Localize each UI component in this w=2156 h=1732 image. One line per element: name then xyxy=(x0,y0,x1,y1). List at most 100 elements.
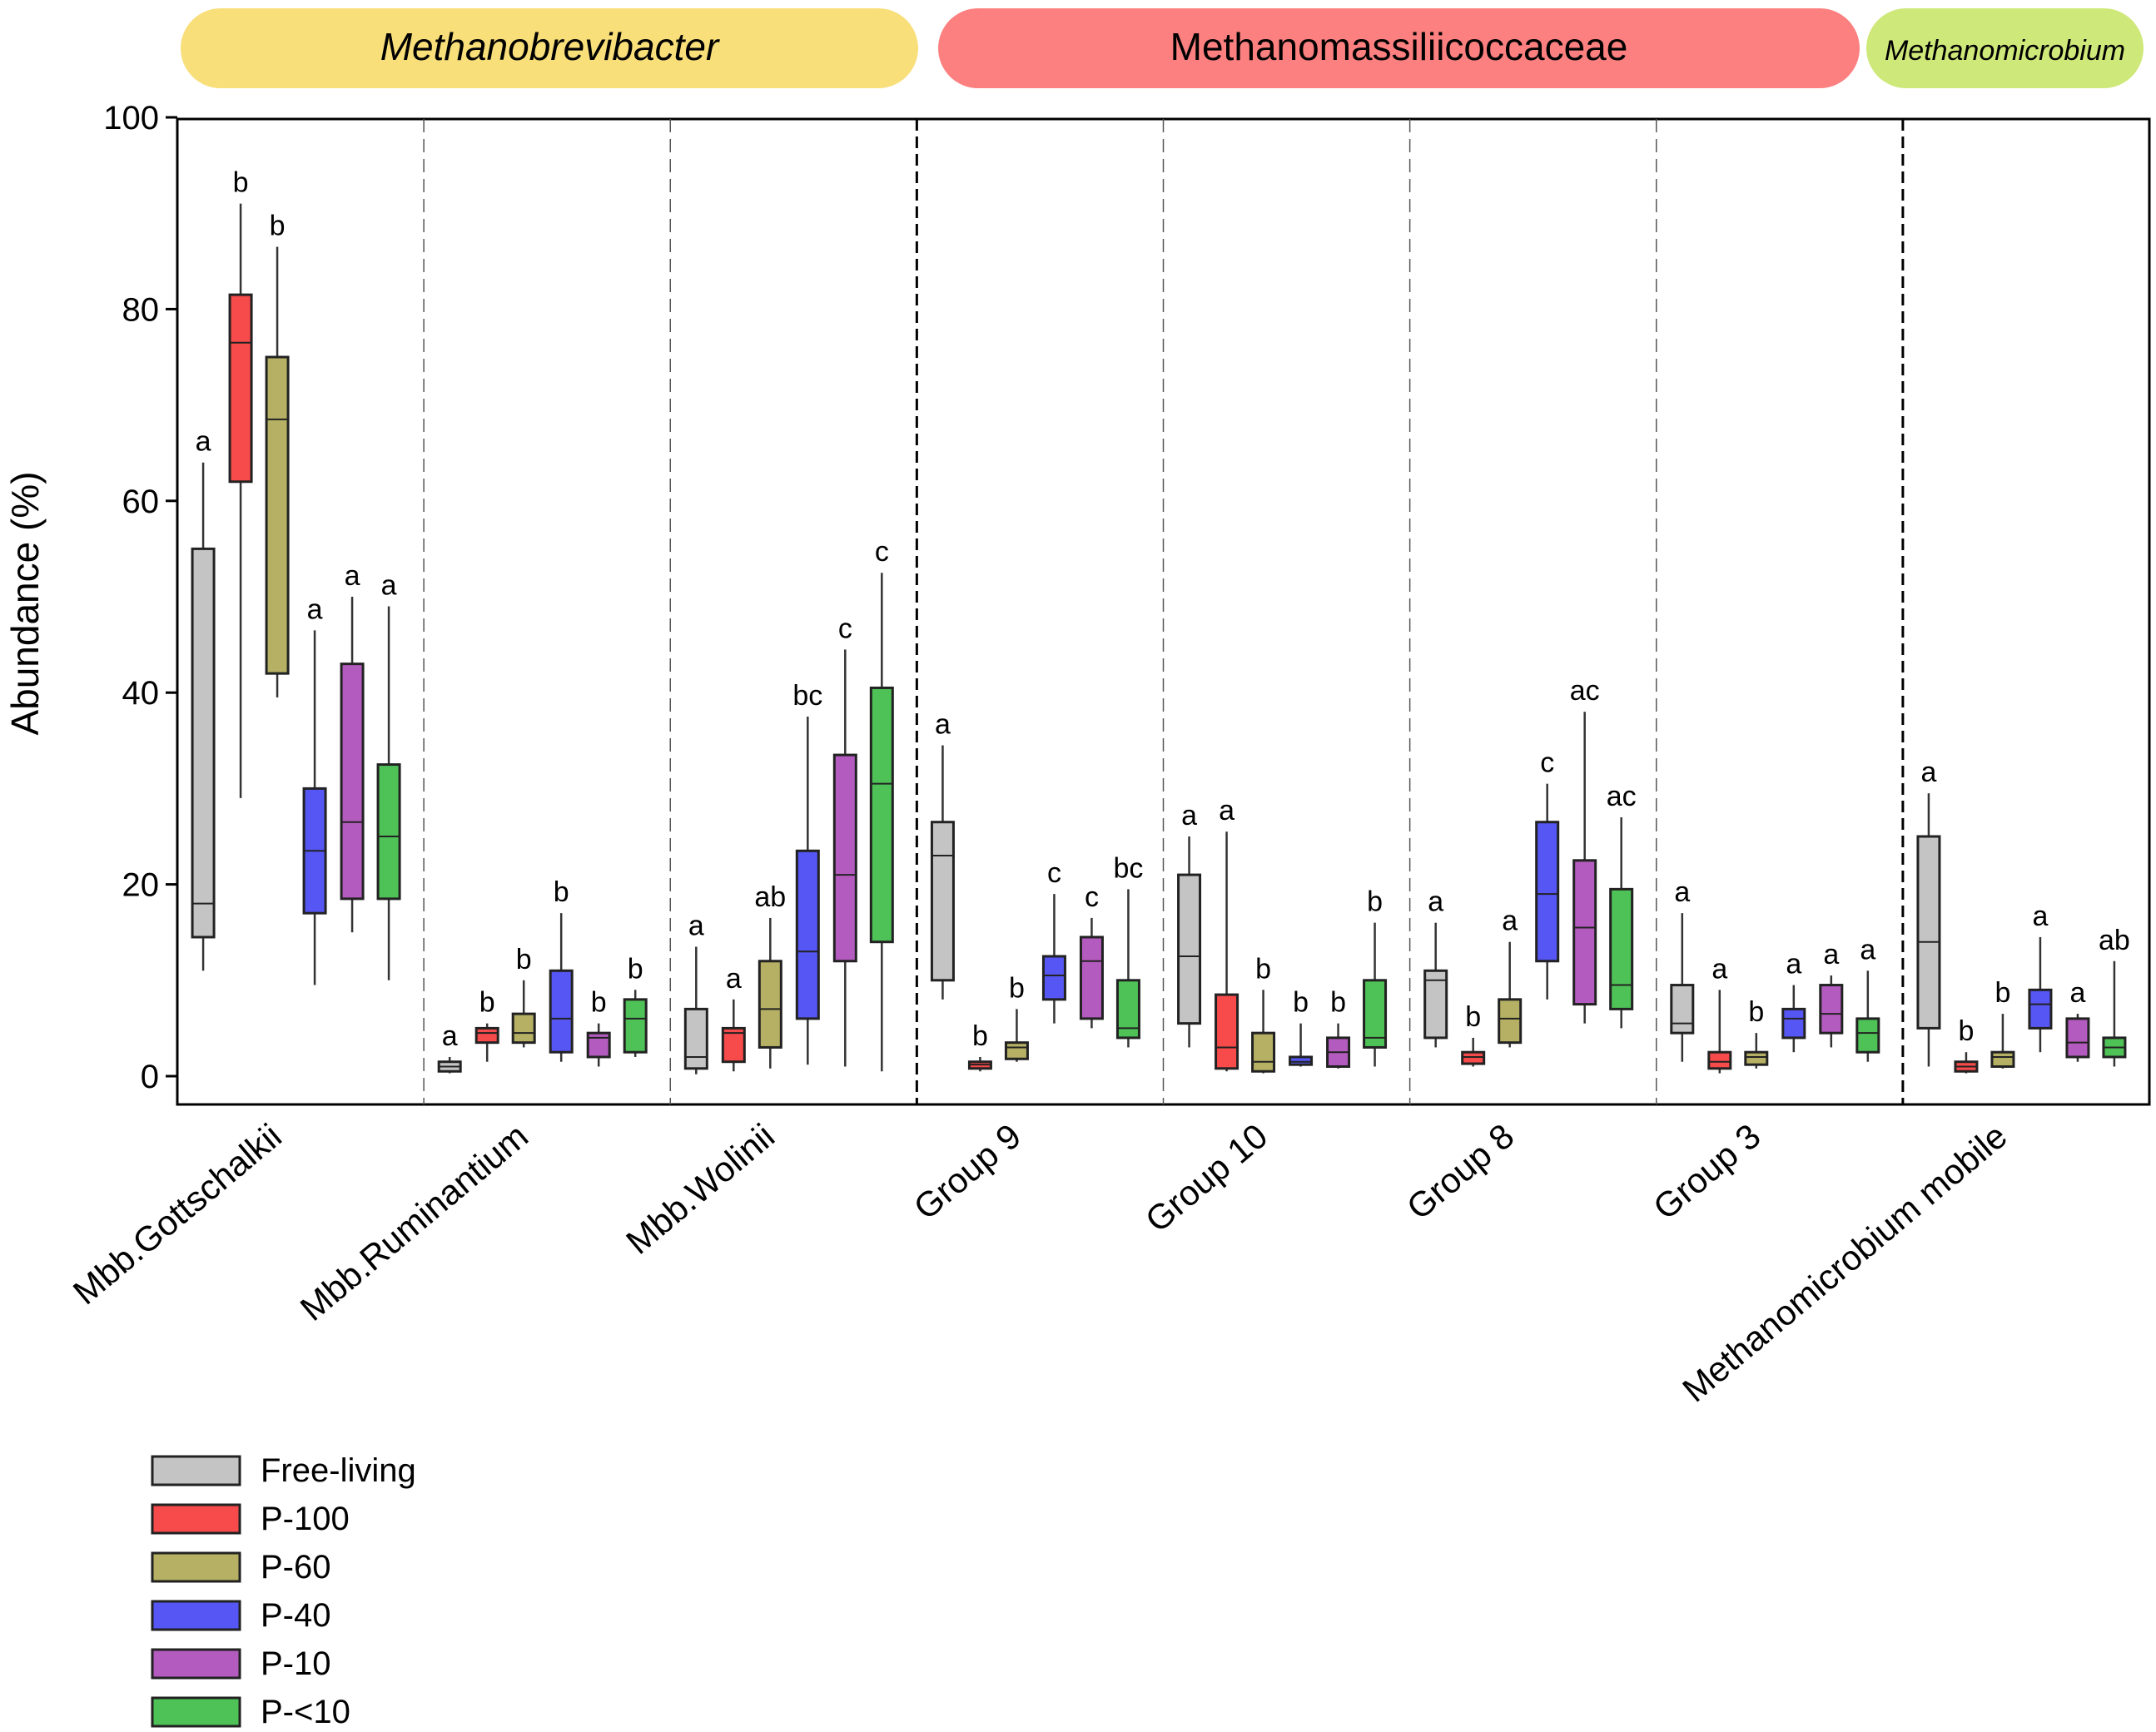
box-p10: a xyxy=(376,570,401,980)
box-freeliving: a xyxy=(191,426,216,971)
box-p40: a xyxy=(302,593,327,985)
box-p10: bc xyxy=(1113,852,1143,1048)
significance-label: b xyxy=(628,953,643,985)
box-iqr xyxy=(1079,935,1104,1020)
box-iqr xyxy=(1819,984,1844,1035)
box-iqr xyxy=(1990,1050,2015,1068)
significance-label: a xyxy=(1786,949,1801,980)
box-iqr xyxy=(1609,887,1634,1010)
significance-label: a xyxy=(688,910,704,941)
box-iqr xyxy=(228,293,253,484)
box-iqr xyxy=(832,753,857,963)
category-group-10: a abb bb xyxy=(1177,795,1388,1074)
legend-label: P-10 xyxy=(261,1645,331,1682)
box-p10: a xyxy=(340,560,365,933)
legend-label: Free-living xyxy=(261,1452,416,1489)
box-p40: c xyxy=(1041,857,1066,1024)
box-iqr xyxy=(1423,969,1448,1040)
significance-label: b xyxy=(516,944,532,975)
box-p60: a xyxy=(1498,906,1523,1048)
box-iqr xyxy=(2065,1017,2090,1059)
box-iqr xyxy=(191,547,216,939)
significance-label: ac xyxy=(1607,781,1637,812)
legend-swatch xyxy=(151,1503,241,1535)
y-tick-label: 40 xyxy=(122,675,160,712)
box-p100: b xyxy=(1954,1015,1979,1074)
box-iqr xyxy=(1781,1007,1806,1040)
significance-label: b xyxy=(479,987,495,1019)
box-freeliving: a xyxy=(1670,876,1695,1062)
significance-label: a xyxy=(1711,953,1727,985)
significance-label: b xyxy=(554,876,569,908)
x-tick-label: Group 3 xyxy=(1646,1116,1767,1228)
y-axis-label: Abundance (%) xyxy=(3,471,47,735)
legend-swatch xyxy=(151,1600,241,1631)
legend-item: P-10 xyxy=(151,1645,331,1682)
y-tick-label: 60 xyxy=(122,484,160,520)
legend-item: P-100 xyxy=(151,1501,350,1537)
box-p100: a xyxy=(721,963,746,1072)
legend-swatch xyxy=(151,1648,241,1680)
box-freeliving: a xyxy=(1423,886,1448,1048)
box-freeliving: a xyxy=(683,910,708,1074)
x-axis: Mbb.Gottschalkii Mbb.Ruminantium Mbb.Wolin… xyxy=(66,1116,2014,1410)
significance-label: ab xyxy=(754,881,786,913)
box-iqr xyxy=(1498,998,1523,1045)
box-p10: ac xyxy=(1570,675,1600,1024)
significance-label: b xyxy=(1009,972,1025,1004)
box-iqr xyxy=(623,998,648,1054)
box-iqr xyxy=(795,849,820,1020)
significance-label: a xyxy=(1920,757,1936,788)
x-tick-label: Mbb.Wolinii xyxy=(618,1116,782,1262)
box-iqr xyxy=(1572,859,1597,1006)
box-p60: b xyxy=(1004,972,1029,1062)
significance-label: a xyxy=(381,570,397,602)
significance-label: b xyxy=(1293,987,1309,1019)
significance-label: c xyxy=(1540,747,1554,779)
box-iqr xyxy=(1251,1031,1276,1073)
group-banner: Methanobrevibacter xyxy=(181,8,918,88)
significance-label: b xyxy=(1255,953,1271,985)
box-freeliving: a xyxy=(437,1020,462,1074)
legend-item: P-60 xyxy=(151,1549,331,1586)
box-iqr xyxy=(340,663,365,901)
legend-swatch xyxy=(151,1696,241,1728)
significance-label: b xyxy=(591,987,607,1019)
legend-swatch xyxy=(151,1551,241,1583)
significance-label: a xyxy=(1502,906,1518,937)
box-freeliving: a xyxy=(930,709,955,1000)
box-iqr xyxy=(1744,1050,1769,1066)
significance-label: ab xyxy=(2099,925,2130,956)
group-banner: Methanomicrobium xyxy=(1866,8,2144,88)
legend-label: P-60 xyxy=(261,1549,331,1586)
x-tick-label: Mbb.Gottschalkii xyxy=(66,1116,289,1313)
significance-label: c xyxy=(875,536,889,568)
box-iqr xyxy=(930,821,955,982)
box-p100: b xyxy=(1461,1001,1486,1067)
box-p60: ab xyxy=(754,881,786,1069)
box-iqr xyxy=(683,1007,708,1070)
significance-label: a xyxy=(1219,795,1234,826)
box-iqr xyxy=(1115,979,1140,1040)
box-iqr xyxy=(2028,988,2053,1030)
significance-label: b xyxy=(1367,886,1383,918)
group-banner-label: Methanomassiliicoccaceae xyxy=(1170,25,1628,68)
box-iqr xyxy=(1670,984,1695,1035)
box-iqr xyxy=(1707,1050,1732,1070)
significance-label: ac xyxy=(1570,675,1600,707)
box-p100: a xyxy=(1215,795,1239,1072)
box-p10: b xyxy=(1326,987,1351,1069)
legend-item: P-<10 xyxy=(151,1694,350,1730)
box-p100: b xyxy=(474,987,499,1062)
box-iqr xyxy=(474,1026,499,1045)
box-iqr xyxy=(265,355,290,675)
box-p60: b xyxy=(1744,996,1769,1069)
box-p10: b xyxy=(586,987,611,1067)
box-p60: b xyxy=(265,211,290,697)
significance-label: b xyxy=(1330,987,1346,1019)
